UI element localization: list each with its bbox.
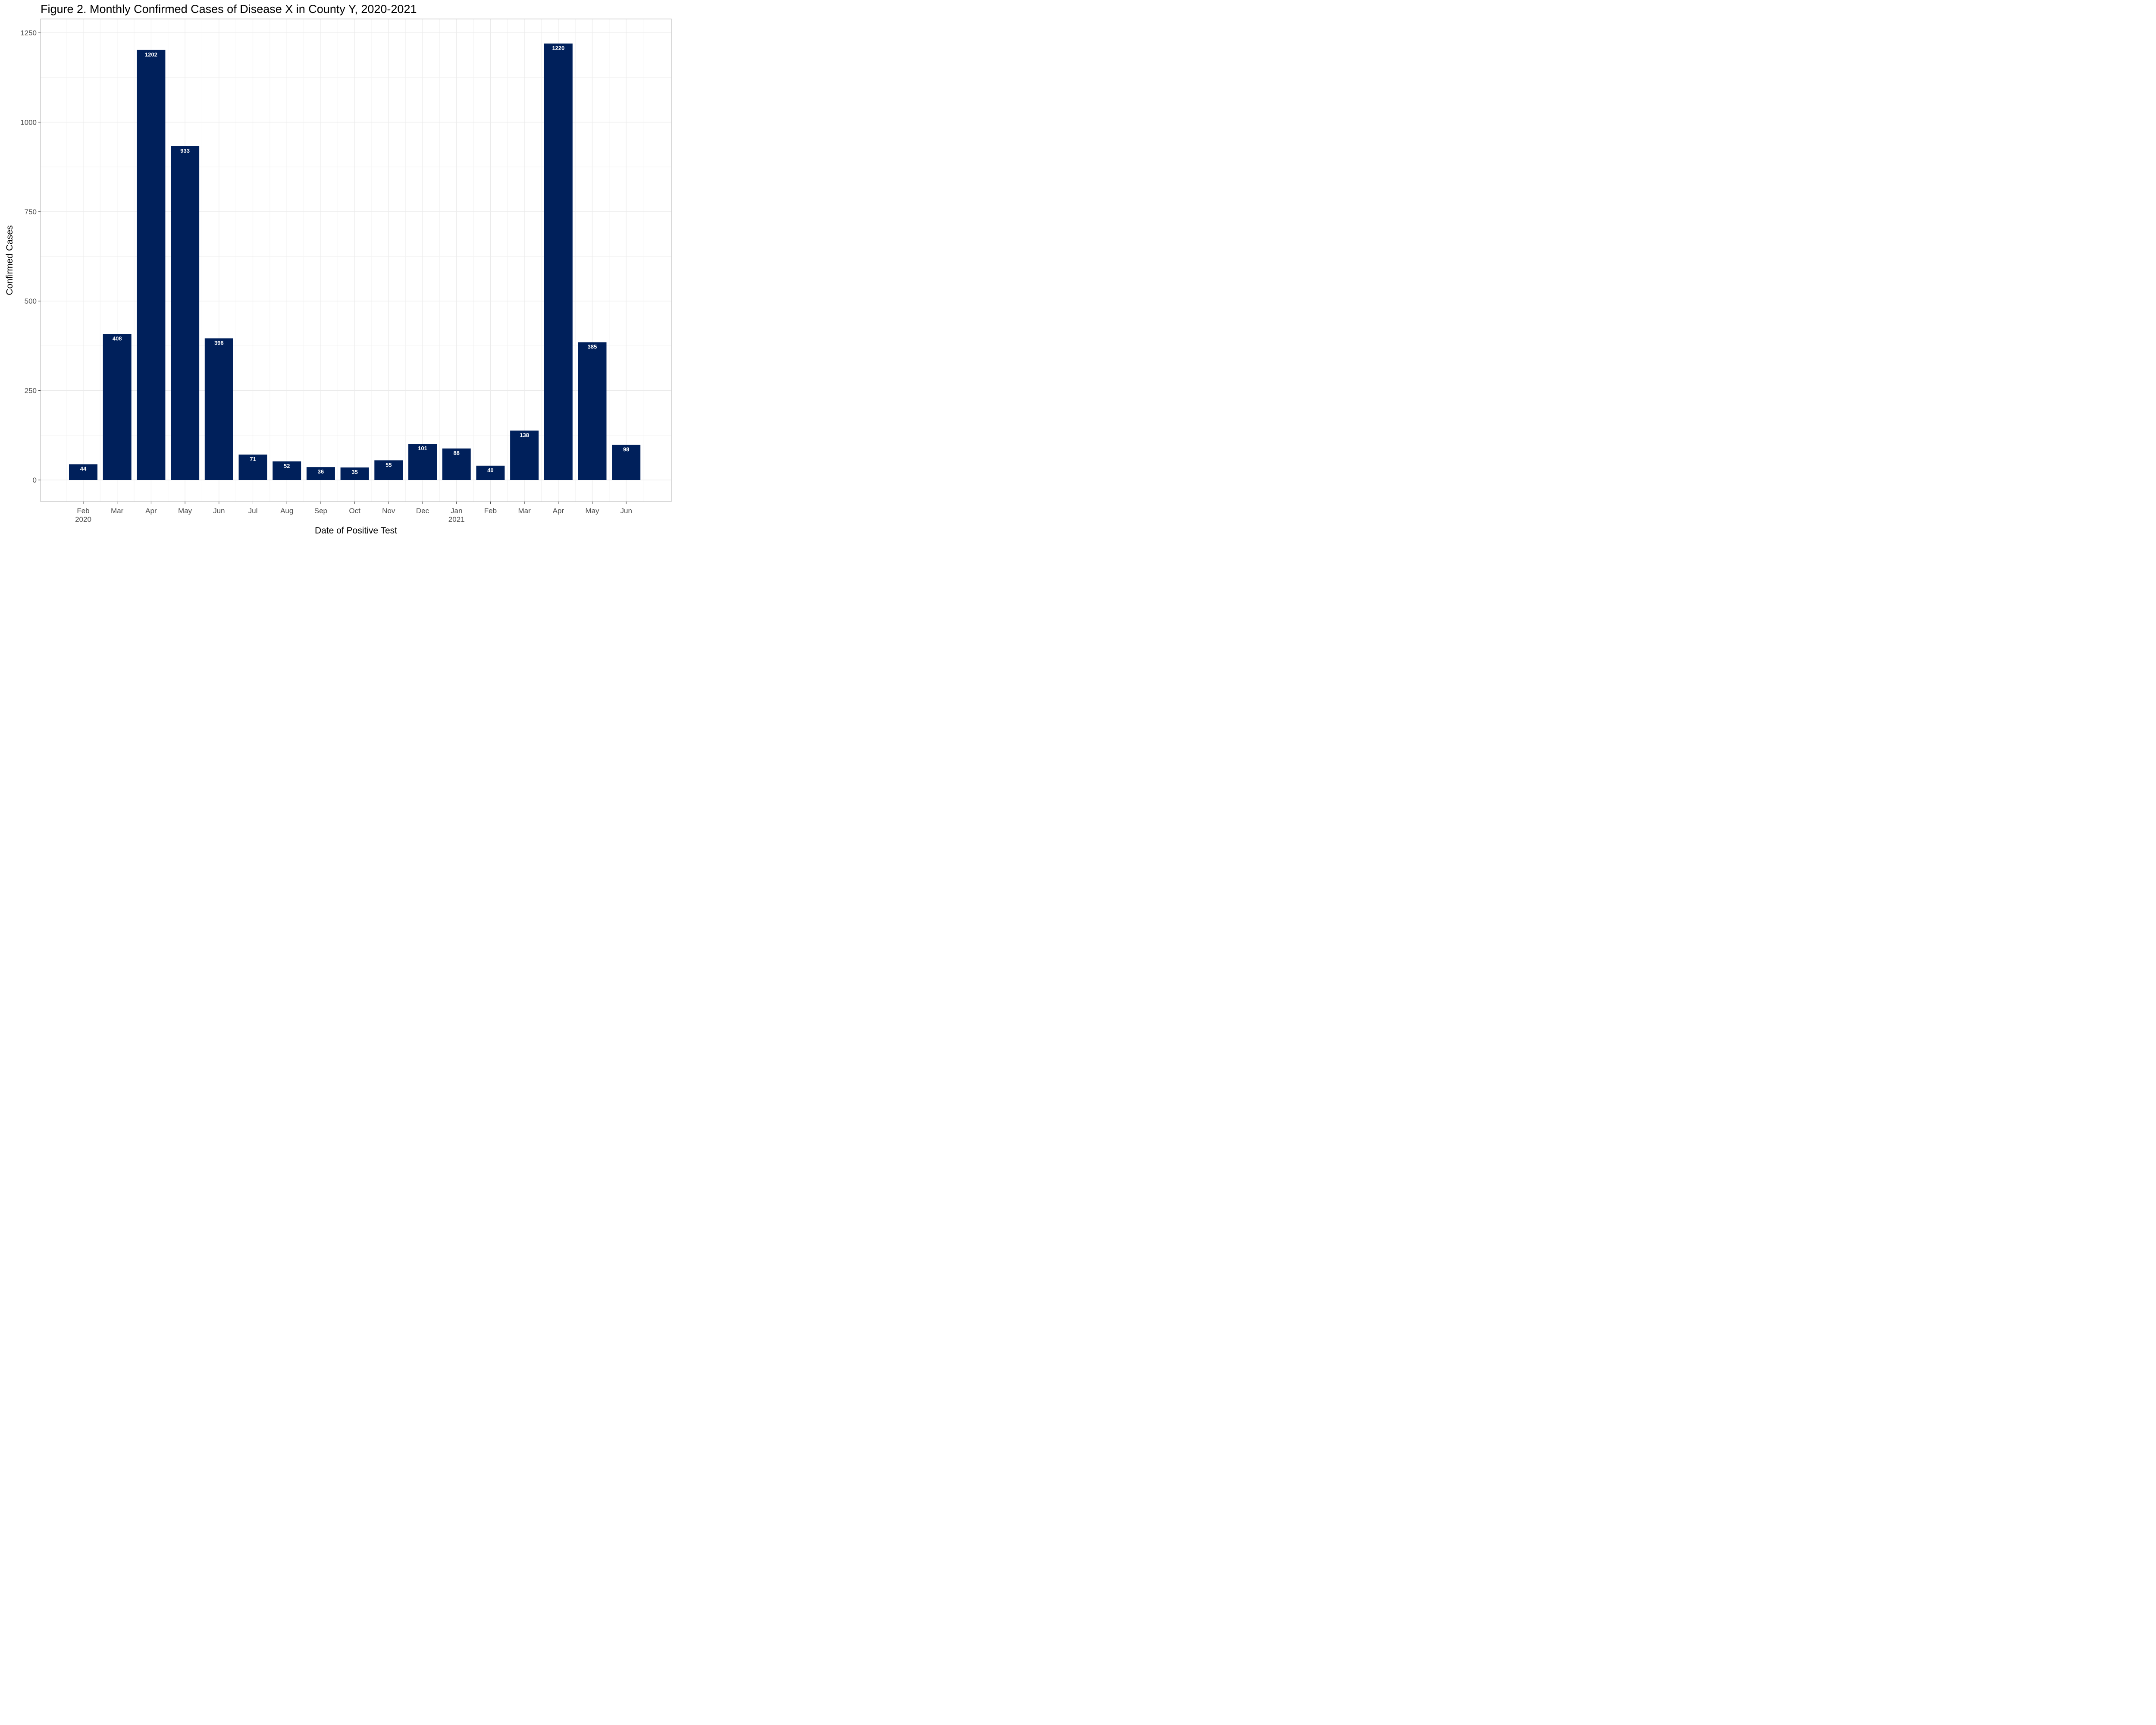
bar	[103, 334, 132, 480]
bar	[476, 465, 505, 480]
bar	[204, 338, 233, 480]
x-tick-label-month: Sep	[314, 507, 327, 515]
x-tick-label-month: Apr	[553, 507, 564, 515]
bar-value-labels: 44 408 1202 933 396 71 52 36 35 55 101 88 40 138 1220 3…	[80, 45, 630, 475]
y-tick-label: 500	[25, 297, 37, 305]
x-tick-label-month: Dec	[416, 507, 429, 515]
bar	[306, 467, 335, 480]
bar	[544, 43, 573, 480]
y-tick-label: 250	[25, 387, 37, 395]
bar	[340, 467, 369, 480]
bar	[171, 146, 200, 480]
bar-value-label: 1220	[552, 45, 564, 51]
bar-value-label: 396	[214, 339, 224, 346]
bar-value-label: 138	[520, 432, 529, 439]
x-tick-label-month: Jun	[620, 507, 632, 515]
bar	[238, 455, 267, 480]
bar	[408, 444, 437, 480]
minor-gridlines	[41, 19, 671, 502]
bar-value-label: 88	[453, 450, 459, 456]
bar-value-label: 385	[588, 344, 597, 350]
y-axis-title: Confirmed Cases	[5, 225, 15, 295]
x-tick-label-month: Feb	[77, 507, 89, 515]
chart-title: Figure 2. Monthly Confirmed Cases of Dis…	[41, 3, 417, 16]
bar-value-label: 101	[418, 445, 427, 452]
bar	[273, 461, 301, 480]
bars	[69, 43, 641, 480]
y-axis: 0 250 500 750 1000 1250	[20, 29, 41, 484]
x-tick-label-month: Nov	[382, 507, 395, 515]
x-axis-title: Date of Positive Test	[315, 526, 397, 536]
x-tick-label-month: May	[178, 507, 192, 515]
bar-value-label: 52	[284, 463, 290, 469]
bar-value-label: 55	[385, 461, 392, 468]
x-tick-label-month: Mar	[518, 507, 531, 515]
bar-value-label: 35	[351, 469, 357, 475]
bar-value-label: 36	[318, 468, 324, 475]
bar	[69, 464, 97, 480]
major-gridlines	[41, 19, 671, 502]
bar-value-label: 1202	[145, 51, 157, 58]
bar	[578, 342, 607, 480]
bar-value-label: 40	[487, 467, 493, 474]
x-tick-label-year: 2021	[448, 515, 465, 524]
y-tick-label: 750	[25, 208, 37, 216]
x-tick-label-month: Mar	[111, 507, 124, 515]
y-tick-label: 0	[33, 476, 37, 484]
y-tick-label: 1000	[20, 118, 37, 126]
bar-value-label: 933	[180, 147, 190, 154]
bar	[442, 448, 471, 480]
x-tick-label-month: Jun	[213, 507, 225, 515]
bar	[374, 460, 403, 480]
bar	[510, 430, 539, 480]
bar-chart: 44 408 1202 933 396 71 52 36 35 55 101 88 40 138 1220 3…	[5, 19, 672, 536]
bar-value-label: 44	[80, 465, 87, 472]
x-tick-label-month: Oct	[349, 507, 360, 515]
bar	[137, 50, 166, 480]
x-tick-label-month: Apr	[145, 507, 157, 515]
x-tick-label-month: Aug	[280, 507, 293, 515]
bar	[612, 445, 641, 480]
bar-value-label: 71	[250, 456, 256, 462]
plot-panel-border	[40, 19, 672, 502]
x-tick-label-month: Feb	[484, 507, 497, 515]
x-tick-label-month: Jul	[248, 507, 258, 515]
x-tick-label-year: 2020	[75, 515, 91, 524]
bar-value-label: 98	[623, 446, 629, 453]
x-tick-label-month: May	[585, 507, 599, 515]
y-tick-label: 1250	[20, 29, 37, 37]
x-tick-label-month: Jan	[451, 507, 462, 515]
bar-value-label: 408	[113, 336, 122, 342]
